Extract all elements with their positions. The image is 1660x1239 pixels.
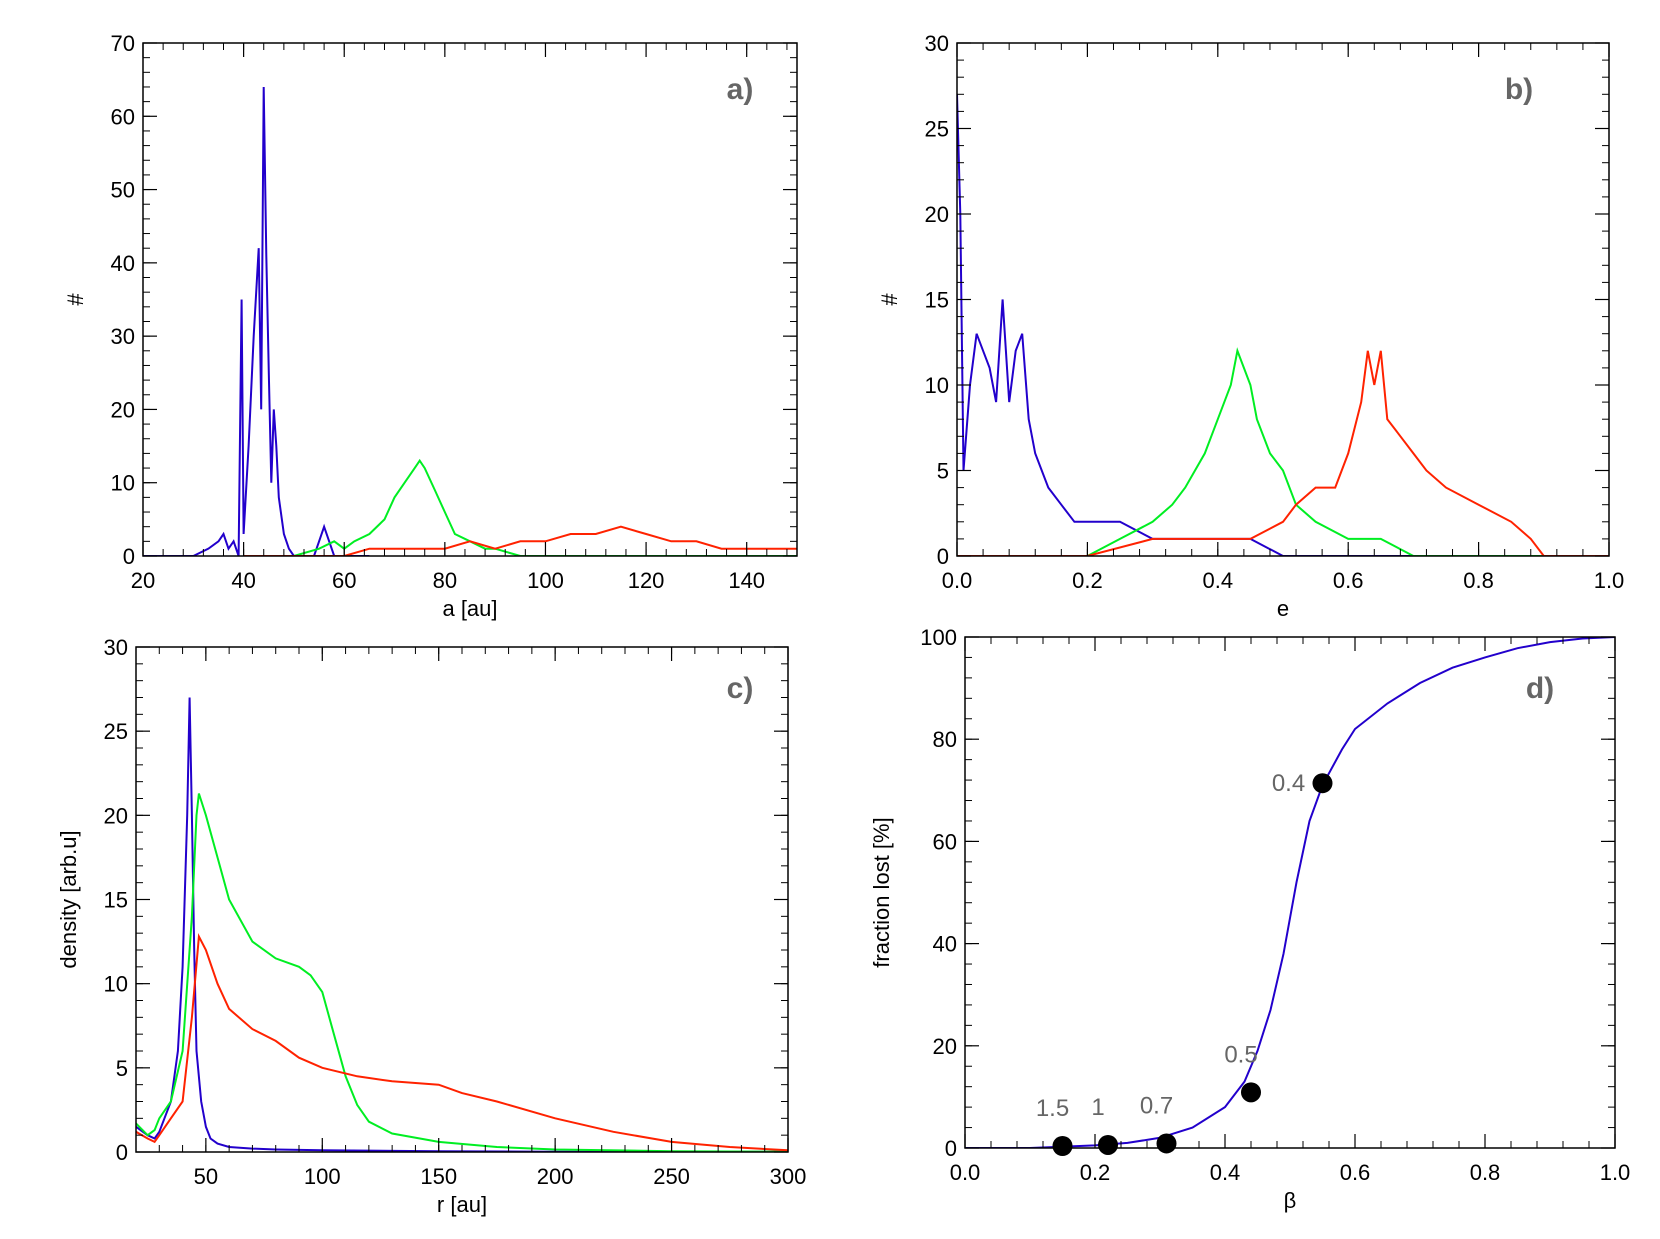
x-tick-label: 100	[527, 568, 564, 593]
x-tick-label: 200	[537, 1164, 574, 1189]
y-axis-label: density [arb.u]	[56, 830, 81, 968]
panel-tag: c)	[727, 672, 754, 705]
x-tick-label: 250	[653, 1164, 690, 1189]
x-tick-label: 50	[194, 1164, 218, 1189]
x-tick-label: 300	[770, 1164, 807, 1189]
y-tick-label: 30	[111, 324, 135, 349]
y-tick-label: 60	[111, 104, 135, 129]
y-tick-label: 10	[925, 373, 949, 398]
y-tick-label: 15	[925, 288, 949, 313]
series-red-line	[957, 350, 1609, 556]
series-green-line	[136, 793, 788, 1152]
series-green-line	[957, 347, 1609, 556]
point-label: 1	[1091, 1094, 1104, 1121]
point-label: 1.5	[1036, 1095, 1069, 1122]
x-axis-label: β	[1284, 1188, 1297, 1213]
data-point	[1156, 1133, 1177, 1154]
y-tick-label: 40	[933, 932, 957, 957]
x-tick-label: 120	[628, 568, 665, 593]
y-tick-label: 20	[925, 202, 949, 227]
x-tick-label: 40	[231, 568, 255, 593]
x-tick-label: 150	[420, 1164, 457, 1189]
panel-tag: a)	[727, 73, 754, 106]
y-tick-label: 10	[104, 972, 128, 997]
x-tick-label: 1.0	[1600, 1160, 1631, 1185]
series-curve-line	[965, 637, 1615, 1148]
x-tick-label: 0.8	[1470, 1160, 1501, 1185]
series-blue-line	[143, 86, 370, 556]
data-point	[1241, 1082, 1261, 1103]
x-tick-label: 60	[332, 568, 356, 593]
y-tick-label: 100	[920, 625, 957, 650]
y-axis-label: fraction lost [%]	[869, 817, 894, 967]
panel-b: 0.0 0.2 0.4 0.6 0.8 1.0 0 5 10 15 20 25 30 e # b)	[877, 31, 1624, 621]
plot-frame	[956, 42, 1610, 557]
plot-frame	[964, 636, 1616, 1149]
panel-tag: b)	[1505, 73, 1533, 106]
y-axis-label: #	[877, 293, 902, 306]
point-label: 0.5	[1224, 1041, 1257, 1068]
y-tick-label: 50	[111, 178, 135, 203]
y-tick-label: 25	[925, 117, 949, 142]
x-tick-label: 100	[304, 1164, 341, 1189]
series-green-line	[243, 458, 797, 556]
y-tick-label: 20	[104, 803, 128, 828]
plot-frame	[135, 646, 789, 1153]
x-tick-label: 0.2	[1080, 1160, 1111, 1185]
panel-c: 50 100 150 200 250 300 0 5 10 15 20 25 30 r [au] densi…	[56, 635, 806, 1217]
data-point	[1098, 1134, 1118, 1155]
y-tick-label: 0	[937, 544, 949, 569]
x-tick-label: 0.6	[1340, 1160, 1371, 1185]
y-tick-label: 15	[104, 888, 128, 913]
series-blue-line	[957, 94, 1609, 556]
series-blue-line	[136, 697, 788, 1152]
y-tick-label: 0	[123, 544, 135, 569]
y-tick-label: 10	[111, 471, 135, 496]
y-tick-label: 80	[933, 727, 957, 752]
data-point	[1312, 773, 1333, 794]
y-tick-label: 70	[111, 31, 135, 56]
series-red-line	[243, 525, 797, 556]
x-tick-label: 0.4	[1210, 1160, 1241, 1185]
y-tick-label: 5	[116, 1056, 128, 1081]
x-tick-label: 0.8	[1463, 568, 1494, 593]
x-tick-label: 0.4	[1203, 568, 1234, 593]
y-tick-label: 60	[933, 829, 957, 854]
y-tick-label: 20	[933, 1034, 957, 1059]
x-tick-label: 140	[728, 568, 765, 593]
x-tick-label: 1.0	[1594, 568, 1625, 593]
x-axis-label: e	[1277, 596, 1289, 621]
x-tick-label: 20	[131, 568, 155, 593]
panel-d: 0.0 0.2 0.4 0.6 0.8 1.0 0 20 40 60 80 100 β fraction …	[869, 625, 1630, 1213]
x-axis-label: r [au]	[437, 1192, 487, 1217]
y-axis-label: #	[63, 293, 88, 306]
panel-tag: d)	[1526, 672, 1554, 705]
x-tick-label: 80	[433, 568, 457, 593]
y-tick-label: 5	[937, 459, 949, 484]
series-red-line	[136, 932, 788, 1152]
y-tick-label: 0	[945, 1136, 957, 1161]
y-tick-label: 25	[104, 719, 128, 744]
x-axis-label: a [au]	[442, 596, 497, 621]
data-point	[1052, 1136, 1073, 1156]
point-label: 0.4	[1272, 770, 1305, 797]
x-tick-label: 0.0	[950, 1160, 981, 1185]
x-tick-label: 0.2	[1072, 568, 1103, 593]
plot-frame	[142, 42, 798, 557]
x-tick-label: 0.6	[1333, 568, 1364, 593]
y-tick-label: 30	[925, 31, 949, 56]
x-tick-label: 0.0	[942, 568, 973, 593]
y-tick-label: 30	[104, 635, 128, 660]
panel-a: 20 40 60 80 100 120 140 0 10 20 30 40 50 60 70 a [au] # a…	[63, 31, 798, 621]
point-label: 0.7	[1140, 1092, 1173, 1119]
y-tick-label: 40	[111, 251, 135, 276]
y-tick-label: 20	[111, 397, 135, 422]
y-tick-label: 0	[116, 1140, 128, 1165]
